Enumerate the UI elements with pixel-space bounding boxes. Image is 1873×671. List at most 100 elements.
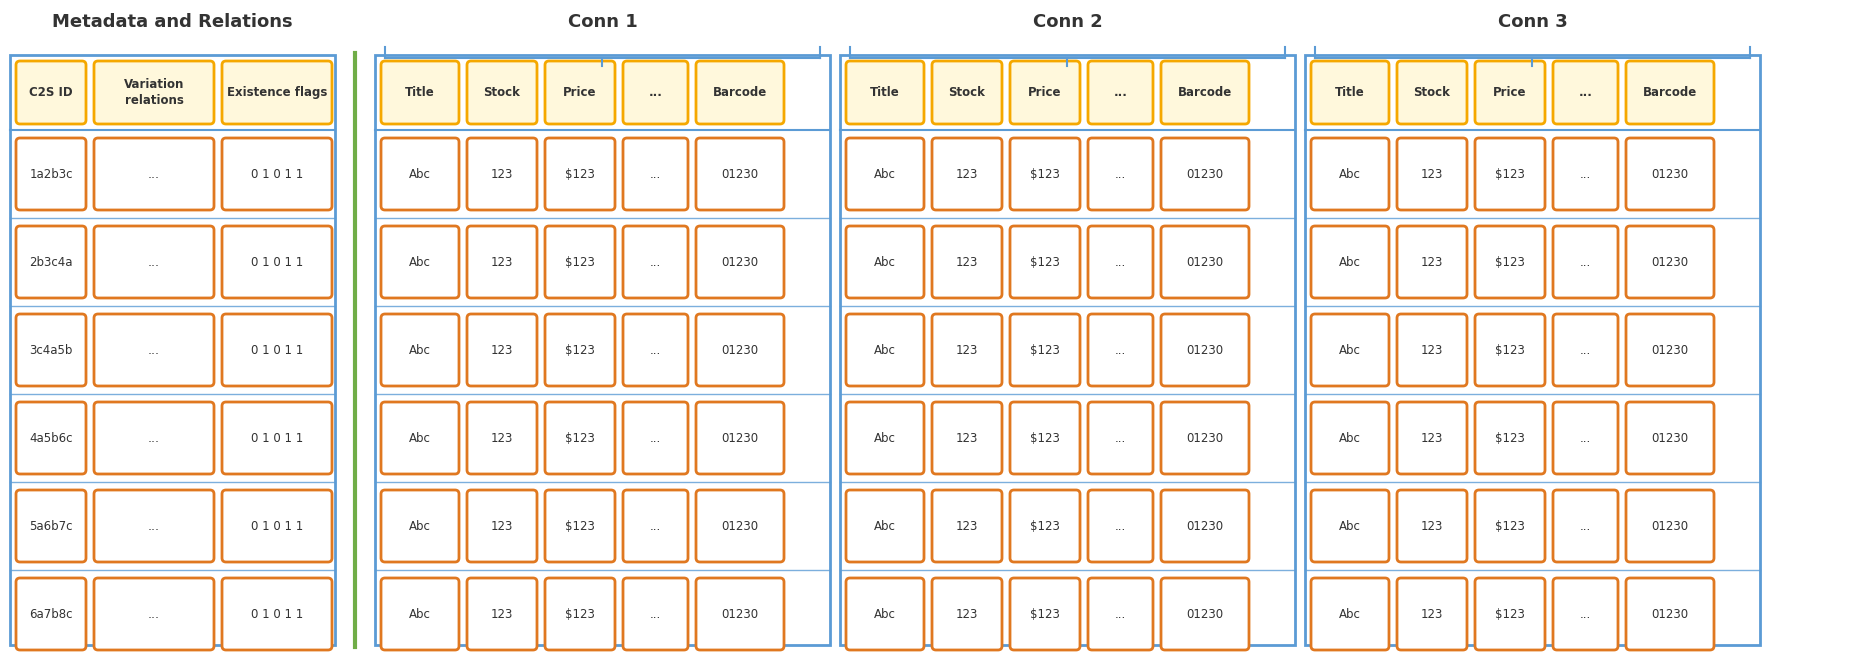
Text: 01230: 01230 xyxy=(1652,519,1689,533)
Text: Stock: Stock xyxy=(1414,86,1450,99)
FancyBboxPatch shape xyxy=(1626,490,1714,562)
Text: $123: $123 xyxy=(1030,256,1060,268)
FancyBboxPatch shape xyxy=(1311,402,1390,474)
Text: $123: $123 xyxy=(1495,168,1525,180)
FancyBboxPatch shape xyxy=(1010,314,1081,386)
FancyBboxPatch shape xyxy=(1476,138,1545,210)
FancyBboxPatch shape xyxy=(697,402,785,474)
FancyBboxPatch shape xyxy=(624,314,687,386)
Text: $123: $123 xyxy=(566,607,596,621)
FancyBboxPatch shape xyxy=(466,314,538,386)
Text: ...: ... xyxy=(650,256,661,268)
Text: 2b3c4a: 2b3c4a xyxy=(30,256,73,268)
FancyBboxPatch shape xyxy=(933,226,1002,298)
Text: 123: 123 xyxy=(1422,519,1444,533)
Bar xyxy=(9,55,335,645)
Text: 123: 123 xyxy=(955,607,978,621)
FancyBboxPatch shape xyxy=(545,226,614,298)
Text: Existence flags: Existence flags xyxy=(227,86,328,99)
FancyBboxPatch shape xyxy=(545,61,614,124)
FancyBboxPatch shape xyxy=(1397,578,1467,650)
FancyBboxPatch shape xyxy=(1476,314,1545,386)
Text: 01230: 01230 xyxy=(721,344,759,356)
FancyBboxPatch shape xyxy=(17,61,86,124)
FancyBboxPatch shape xyxy=(1626,314,1714,386)
Text: $123: $123 xyxy=(1495,344,1525,356)
FancyBboxPatch shape xyxy=(1311,61,1390,124)
Text: Abc: Abc xyxy=(1339,519,1362,533)
Text: 01230: 01230 xyxy=(1186,607,1223,621)
Text: 123: 123 xyxy=(1422,431,1444,444)
Text: ...: ... xyxy=(1114,607,1126,621)
Bar xyxy=(1305,55,1761,645)
FancyBboxPatch shape xyxy=(1397,61,1467,124)
Text: 01230: 01230 xyxy=(721,431,759,444)
FancyBboxPatch shape xyxy=(223,61,332,124)
Text: Stock: Stock xyxy=(483,86,521,99)
Text: $123: $123 xyxy=(1030,607,1060,621)
FancyBboxPatch shape xyxy=(1161,61,1249,124)
Text: ...: ... xyxy=(1579,256,1592,268)
FancyBboxPatch shape xyxy=(1476,402,1545,474)
FancyBboxPatch shape xyxy=(933,314,1002,386)
FancyBboxPatch shape xyxy=(1088,226,1154,298)
Text: Abc: Abc xyxy=(408,431,431,444)
Text: $123: $123 xyxy=(1495,519,1525,533)
Text: ...: ... xyxy=(1579,344,1592,356)
FancyBboxPatch shape xyxy=(545,578,614,650)
Text: Abc: Abc xyxy=(875,168,895,180)
FancyBboxPatch shape xyxy=(1088,138,1154,210)
FancyBboxPatch shape xyxy=(545,402,614,474)
Text: Price: Price xyxy=(1028,86,1062,99)
Text: Abc: Abc xyxy=(1339,607,1362,621)
FancyBboxPatch shape xyxy=(1010,490,1081,562)
FancyBboxPatch shape xyxy=(847,490,923,562)
Bar xyxy=(839,55,1294,645)
FancyBboxPatch shape xyxy=(697,578,785,650)
FancyBboxPatch shape xyxy=(223,578,332,650)
Text: ...: ... xyxy=(148,431,159,444)
FancyBboxPatch shape xyxy=(847,226,923,298)
FancyBboxPatch shape xyxy=(1161,314,1249,386)
Text: 123: 123 xyxy=(955,168,978,180)
Text: $123: $123 xyxy=(566,256,596,268)
Text: Abc: Abc xyxy=(408,344,431,356)
FancyBboxPatch shape xyxy=(624,226,687,298)
FancyBboxPatch shape xyxy=(1161,402,1249,474)
FancyBboxPatch shape xyxy=(94,314,214,386)
Text: ...: ... xyxy=(148,519,159,533)
Text: 123: 123 xyxy=(491,256,513,268)
Text: $123: $123 xyxy=(1495,431,1525,444)
FancyBboxPatch shape xyxy=(1161,578,1249,650)
Text: 123: 123 xyxy=(491,344,513,356)
Text: ...: ... xyxy=(1114,168,1126,180)
Text: 01230: 01230 xyxy=(1652,344,1689,356)
Text: ...: ... xyxy=(1114,344,1126,356)
Text: ...: ... xyxy=(650,344,661,356)
Text: Abc: Abc xyxy=(1339,344,1362,356)
Text: $123: $123 xyxy=(566,431,596,444)
Text: 01230: 01230 xyxy=(1652,256,1689,268)
Text: $123: $123 xyxy=(1030,519,1060,533)
Text: 0 1 0 1 1: 0 1 0 1 1 xyxy=(251,168,303,180)
FancyBboxPatch shape xyxy=(223,402,332,474)
Text: $123: $123 xyxy=(1495,256,1525,268)
Text: $123: $123 xyxy=(566,519,596,533)
Text: Abc: Abc xyxy=(408,607,431,621)
FancyBboxPatch shape xyxy=(1553,490,1618,562)
FancyBboxPatch shape xyxy=(94,490,214,562)
FancyBboxPatch shape xyxy=(847,138,923,210)
FancyBboxPatch shape xyxy=(1626,226,1714,298)
FancyBboxPatch shape xyxy=(697,226,785,298)
Text: ...: ... xyxy=(1114,256,1126,268)
FancyBboxPatch shape xyxy=(624,61,687,124)
FancyBboxPatch shape xyxy=(1311,226,1390,298)
Text: Title: Title xyxy=(1335,86,1365,99)
FancyBboxPatch shape xyxy=(1476,578,1545,650)
Text: Abc: Abc xyxy=(1339,431,1362,444)
FancyBboxPatch shape xyxy=(1161,226,1249,298)
FancyBboxPatch shape xyxy=(1311,138,1390,210)
FancyBboxPatch shape xyxy=(1553,138,1618,210)
FancyBboxPatch shape xyxy=(624,490,687,562)
FancyBboxPatch shape xyxy=(1626,578,1714,650)
